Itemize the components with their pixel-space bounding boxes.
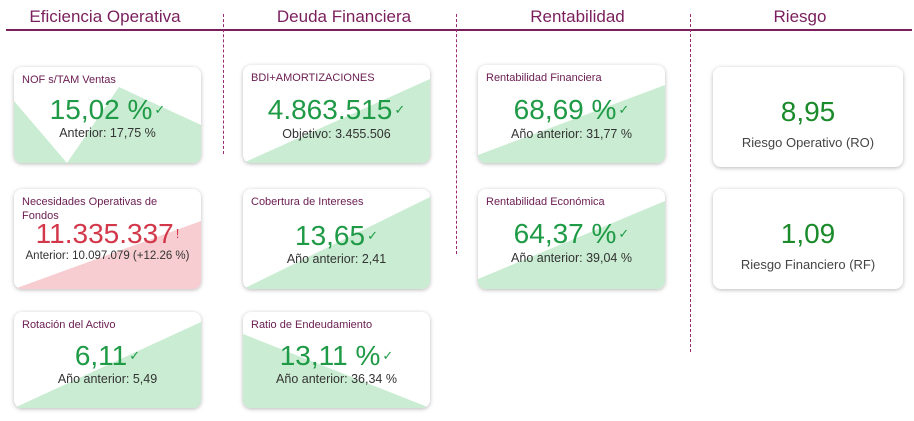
kpi-value-text: 6,11 <box>74 340 128 371</box>
trend-area-chart <box>14 322 201 408</box>
check-icon: ✓ <box>154 102 166 117</box>
check-icon: ✓ <box>618 102 630 117</box>
trend-area-chart <box>243 197 430 289</box>
column-separator-1 <box>223 14 224 154</box>
kpi-value-text: 11.335.337 <box>35 218 174 249</box>
trend-area-chart <box>14 87 201 163</box>
kpi-comparison: Año anterior: 2,41 <box>286 252 387 266</box>
kpi-title: BDI+AMORTIZACIONES <box>251 72 375 84</box>
kpi-value: 13,65 ✓ <box>243 221 430 251</box>
kpi-value: 13,11 % ✓ <box>243 341 430 371</box>
kpi-title: Rentabilidad Económica <box>486 196 605 208</box>
kpi-title: Necesidades Operativas de Fondos <box>22 196 158 222</box>
check-icon: ✓ <box>394 102 406 117</box>
kpi-card-endeudamiento[interactable]: Ratio de Endeudamiento 13,11 % ✓ Año ante… <box>243 312 430 408</box>
trend-area-chart <box>14 221 201 289</box>
trend-area-chart <box>478 85 665 163</box>
kpi-value: 15,02 % ✓ <box>14 95 201 125</box>
kpi-card-rotacion[interactable]: Rotación del Activo 6,11 ✓ Año anterior: … <box>14 312 201 408</box>
alert-icon: ! <box>175 226 180 241</box>
header-divider <box>6 29 912 31</box>
section-title-eficiencia: Eficiencia Operativa <box>29 7 181 26</box>
kpi-card-rentabilidad-financiera[interactable]: Rentabilidad Financiera 68,69 % ✓ Año ant… <box>478 65 665 163</box>
kpi-comparison: Anterior: 17,75 % <box>59 126 156 140</box>
kpi-comparison: Año anterior: 5,49 <box>57 372 158 386</box>
kpi-title: Rotación del Activo <box>22 319 116 331</box>
kpi-comparison: Objetivo: 3.455.506 <box>282 127 391 141</box>
kpi-comparison: Año anterior: 31,77 % <box>511 127 632 141</box>
kpi-title: NOF s/TAM Ventas <box>22 74 116 86</box>
risk-card-financiero[interactable]: 1,09 Riesgo Financiero (RF) <box>713 189 903 289</box>
check-icon: ✓ <box>129 348 141 363</box>
column-separator-2 <box>456 14 457 254</box>
kpi-value-text: 64,37 % <box>513 218 617 249</box>
kpi-value-text: 13,11 % <box>279 340 381 371</box>
kpi-card-bdi[interactable]: BDI+AMORTIZACIONES 4.863.515 ✓ Objetivo: … <box>243 65 430 163</box>
section-title-deuda: Deuda Financiera <box>276 7 412 26</box>
trend-area-chart <box>243 79 430 163</box>
column-separator-3 <box>690 14 691 352</box>
risk-label: Riesgo Operativo (RO) <box>741 135 875 150</box>
kpi-value-text: 15,02 % <box>49 94 153 125</box>
kpi-value: 11.335.337! <box>14 219 201 249</box>
kpi-value: 4.863.515 ✓ <box>243 95 430 125</box>
trend-area-chart <box>243 334 430 408</box>
check-icon: ✓ <box>367 228 378 243</box>
kpi-title: Cobertura de Intereses <box>251 196 364 208</box>
risk-label: Riesgo Financiero (RF) <box>740 257 876 272</box>
kpi-card-rentabilidad-economica[interactable]: Rentabilidad Económica 64,37 % ✓ Año ante… <box>478 189 665 289</box>
kpi-card-cobertura[interactable]: Cobertura de Intereses 13,65 ✓ Año anteri… <box>243 189 430 289</box>
risk-value: 8,95 <box>780 96 836 127</box>
kpi-title: Ratio de Endeudamiento <box>251 319 373 331</box>
check-icon: ✓ <box>618 226 630 241</box>
kpi-value: 68,69 % ✓ <box>478 95 665 125</box>
section-title-riesgo: Riesgo <box>773 7 827 26</box>
kpi-value-text: 4.863.515 <box>267 94 393 125</box>
risk-value: 1,09 <box>780 218 836 249</box>
kpi-comparison: Anterior: 10.097.079 (+12.26 %) <box>25 250 190 262</box>
section-title-rentabilidad: Rentabilidad <box>530 7 625 26</box>
kpi-card-nof[interactable]: NOF s/TAM Ventas 15,02 % ✓ Anterior: 17,7… <box>14 67 201 163</box>
kpi-card-necesidades[interactable]: Necesidades Operativas de Fondos 11.335.… <box>14 189 201 289</box>
check-icon: ✓ <box>382 348 394 363</box>
kpi-comparison: Año anterior: 39,04 % <box>511 251 632 265</box>
kpi-value-text: 13,65 <box>295 220 366 251</box>
kpi-value: 64,37 % ✓ <box>478 219 665 249</box>
kpi-value-text: 68,69 % <box>513 94 617 125</box>
kpi-title: Rentabilidad Financiera <box>486 72 602 84</box>
trend-area-chart <box>478 201 665 289</box>
risk-card-operativo[interactable]: 8,95 Riesgo Operativo (RO) <box>713 67 903 167</box>
kpi-value: 6,11 ✓ <box>14 341 201 371</box>
kpi-comparison: Año anterior: 36,34 % <box>276 372 397 386</box>
